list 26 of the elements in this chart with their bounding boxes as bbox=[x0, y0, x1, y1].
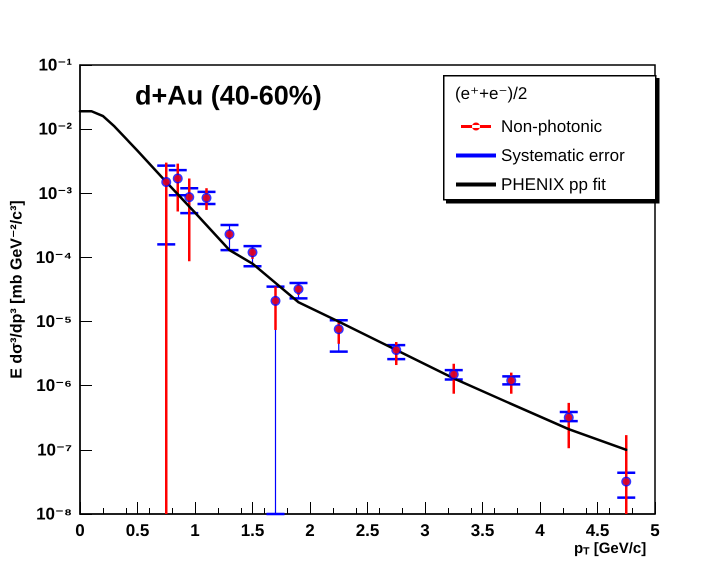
x-tick-label: 1.5 bbox=[240, 521, 264, 540]
y-tick-label: 10⁻⁵ bbox=[36, 312, 72, 332]
y-tick-label: 10⁻⁸ bbox=[36, 504, 72, 524]
legend-label: PHENIX pp fit bbox=[501, 175, 606, 194]
x-axis-title: pT [GeV/c] bbox=[574, 540, 646, 558]
x-tick-label: 0 bbox=[75, 521, 85, 540]
y-axis-title: E dσ³/dp³ [mb GeV⁻²/c³] bbox=[8, 200, 26, 379]
y-tick-label: 10⁻⁴ bbox=[36, 248, 72, 267]
legend-title: (e⁺+e⁻)/2 bbox=[455, 84, 528, 103]
x-tick-label: 4.5 bbox=[586, 521, 610, 540]
legend-label: Systematic error bbox=[501, 146, 626, 165]
y-tick-label: 10⁻⁷ bbox=[37, 440, 72, 460]
x-tick-label: 2.5 bbox=[356, 521, 380, 540]
x-tick-label: 3.5 bbox=[470, 521, 494, 540]
legend-label: Non-photonic bbox=[501, 117, 603, 136]
x-tick-label: 5 bbox=[650, 521, 660, 540]
y-tick-label: 10⁻³ bbox=[38, 184, 72, 203]
y-tick-label: 10⁻⁶ bbox=[36, 376, 72, 396]
text: d+Au (40-60%) bbox=[135, 80, 322, 110]
x-tick-label: 2 bbox=[305, 521, 315, 540]
x-tick-label: 4 bbox=[535, 521, 546, 540]
y-tick-label: 10⁻² bbox=[38, 120, 72, 139]
y-tick-label: 10⁻¹ bbox=[38, 56, 72, 74]
x-tick-label: 0.5 bbox=[126, 521, 150, 540]
x-tick-label: 3 bbox=[420, 521, 430, 540]
x-tick-label: 1 bbox=[190, 521, 200, 540]
